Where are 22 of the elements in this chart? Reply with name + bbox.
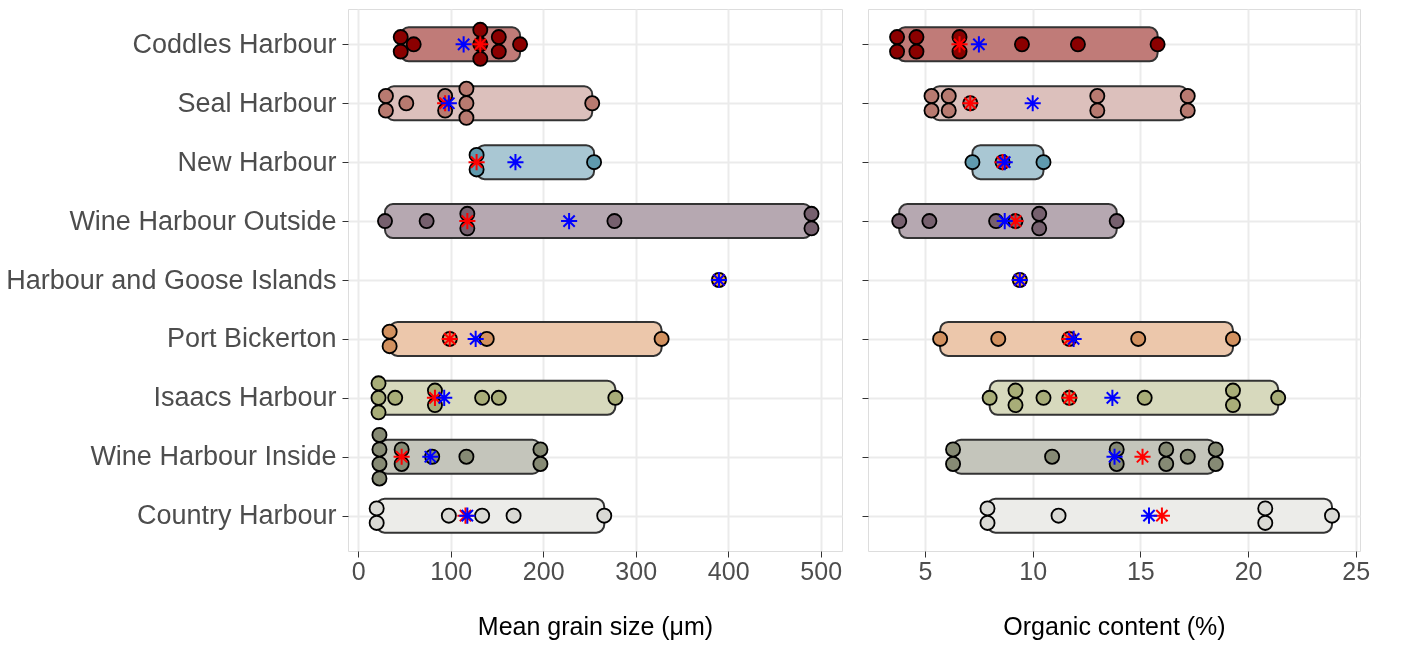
- x-axis-title: Organic content (%): [1003, 611, 1226, 640]
- y-tick-label: Wine Harbour Outside: [69, 205, 337, 236]
- y-tick-label: Port Bickerton: [166, 323, 337, 354]
- x-tick-label: 5: [918, 556, 933, 585]
- y-tick-label: Country Harbour: [136, 500, 337, 531]
- y-tick-label: New Harbour: [177, 146, 337, 177]
- x-tick-label: 300: [615, 556, 658, 585]
- x-tick-label: 400: [707, 556, 750, 585]
- y-tick-label: Coddles Harbour: [132, 28, 337, 59]
- x-tick-label: 20: [1234, 556, 1263, 585]
- x-tick-label: 500: [800, 556, 843, 585]
- x-tick-label: 10: [1019, 556, 1048, 585]
- x-tick-label: 15: [1126, 556, 1155, 585]
- y-tick-label: Seal Harbour: [177, 87, 337, 118]
- x-axis-title: Mean grain size (μm): [477, 611, 714, 640]
- y-tick-label: Isaacs Harbour: [153, 382, 337, 413]
- x-tick-label: 100: [430, 556, 473, 585]
- x-tick-label: 25: [1342, 556, 1371, 585]
- x-tick-label: 200: [522, 556, 565, 585]
- y-tick-label: Wine Harbour Inside: [90, 441, 337, 472]
- y-tick-label: Harbour and Goose Islands: [6, 264, 337, 295]
- x-tick-label: 0: [351, 556, 366, 585]
